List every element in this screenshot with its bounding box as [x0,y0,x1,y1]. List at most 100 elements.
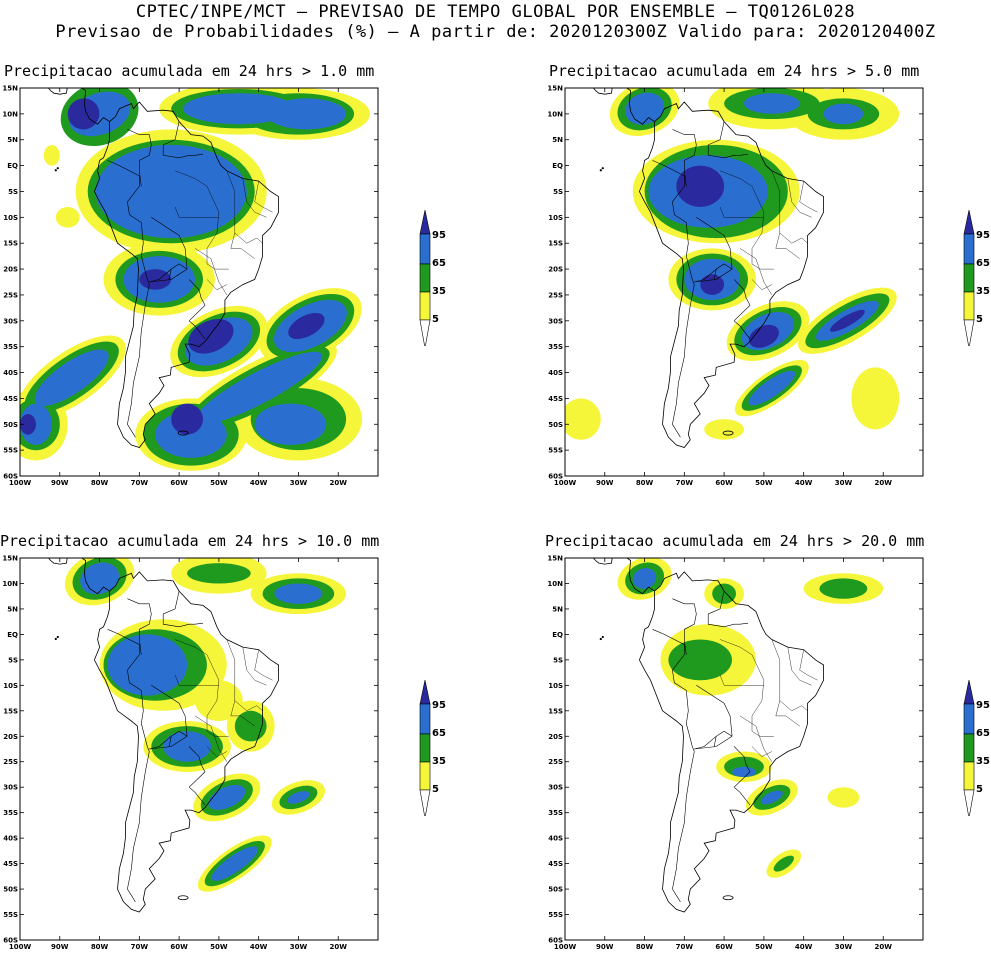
lat-label: 30S [548,784,563,792]
country-border [168,263,188,280]
header-subtitle: Previsao de Probabilidades (%) – A parti… [55,22,936,42]
legend-swatch-5 [419,761,431,791]
lat-label: 55S [3,911,18,919]
lat-label: 10N [547,580,563,588]
lat-label: 10S [548,214,563,222]
lon-label: 40W [795,479,813,487]
country-border [733,320,751,340]
probability-area [80,562,120,595]
legend-swatch-below [419,319,431,346]
lat-label: 60S [3,937,18,945]
legend-swatch-5 [963,761,975,791]
probability-area [171,403,204,435]
state-border [194,248,227,296]
country-border [107,160,144,257]
probability-area [700,274,725,295]
lon-label: 80W [636,479,654,487]
legend-swatch-65 [963,703,975,735]
lon-label: 30W [835,479,853,487]
state-border [751,746,772,757]
coastline-south-america [638,101,824,448]
lat-label: 10N [2,580,18,588]
lat-label: 45S [548,395,563,403]
lat-label: 40S [548,369,563,377]
lat-label: 25S [3,758,18,766]
lat-label: 20S [3,733,18,741]
lon-label: 60W [715,479,733,487]
country-border [733,786,751,806]
country-border [672,256,695,438]
probability-area [632,567,657,589]
probability-area [819,578,868,599]
island [54,637,57,641]
lon-label: 70W [131,479,149,487]
legend-label-65: 65 [432,258,446,269]
island [601,167,604,170]
panel-title-1mm: Precipitacao acumulada em 24 hrs > 1.0 m… [4,62,375,80]
lon-label: 100W [9,943,32,951]
probability-field [20,88,378,476]
state-border [242,178,267,218]
legend-swatch-65 [963,233,975,265]
state-border [175,170,229,270]
country-border [127,129,152,187]
legend-swatch-35 [419,263,431,293]
probability-area [823,103,864,125]
probability-area [851,367,900,430]
probability-area [67,98,100,130]
lat-label: 5N [7,136,18,144]
legend-swatch-65 [419,703,431,735]
island [56,167,59,170]
lon-label: 90W [596,943,614,951]
country-border [149,736,172,750]
map-panel-10mm: 15N 10N 5N EQ 5S 10S 15S 20S 25S 30S 35S 40S 45S 50S 5… [2,555,379,951]
probability-area [748,370,796,406]
legend-10mm: 95 65 35 5 [419,679,446,816]
country-border [162,591,204,628]
lon-label: 30W [835,943,853,951]
legend-swatch-35 [963,733,975,763]
state-border [206,279,227,291]
state-border [787,178,812,218]
country-border [733,746,751,788]
lat-label: 5S [553,188,563,196]
lon-label: 90W [596,479,614,487]
lat-label: 5N [552,136,563,144]
lat-label: 30S [548,317,563,325]
lon-label: 20W [329,479,347,487]
lon-label: 60W [715,943,733,951]
lat-label: 15S [3,707,18,715]
legend-label-5: 5 [432,784,439,795]
lat-label: EQ [7,162,18,170]
probability-area [704,419,744,440]
lat-label: 25S [3,291,18,299]
country-border [151,217,188,270]
lon-label: 20W [329,943,347,951]
state-border [206,746,227,757]
country-border [694,268,733,283]
lon-label: 30W [290,943,308,951]
probability-area [773,855,794,872]
lat-label: 50S [548,886,563,894]
country-border [696,217,733,270]
header-title: CPTEC/INPE/MCT – PREVISAO DE TEMPO GLOBA… [135,2,856,22]
state-border [175,639,229,737]
lat-label: 50S [3,421,18,429]
country-border [694,736,717,750]
state-border [739,715,772,762]
lat-label: 35S [548,809,563,817]
legend-20mm: 95 65 35 5 [963,679,990,816]
country-border [127,723,150,902]
probability-area [34,349,109,406]
country-border [733,279,751,322]
country-border [694,268,717,283]
probability-area [20,414,36,435]
state-border [771,639,808,712]
probability-field [20,558,378,940]
panel-title-10mm: Precipitacao acumulada em 24 hrs > 10.0 … [0,532,380,550]
lon-label: 50W [210,479,228,487]
country-border [107,629,144,724]
legend-swatch-95 [419,209,431,235]
probability-area [139,269,172,290]
lat-label: 15S [3,240,18,248]
